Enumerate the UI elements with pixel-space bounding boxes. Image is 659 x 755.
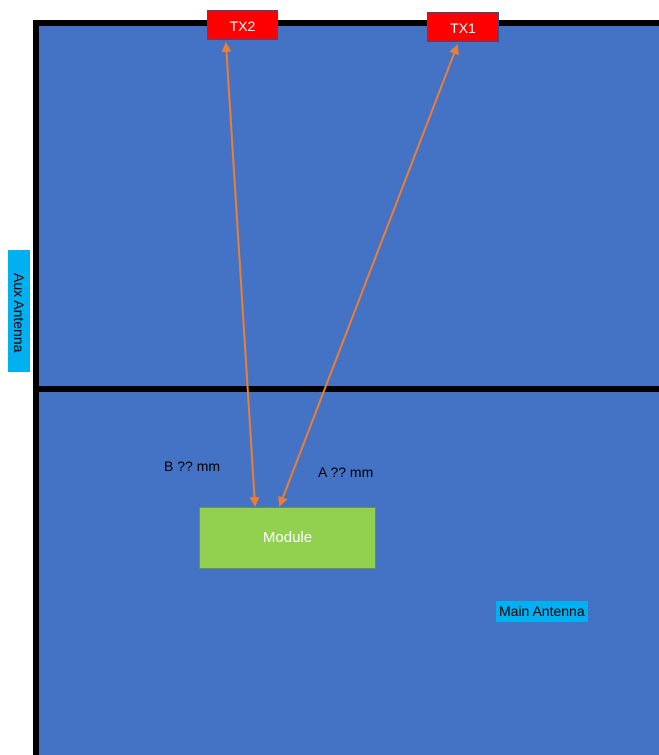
tx1-transmitter: TX1 bbox=[427, 12, 499, 42]
distance-a-label: A ?? mm bbox=[318, 464, 374, 480]
tx2-transmitter: TX2 bbox=[207, 10, 278, 40]
upper-board-region bbox=[33, 20, 659, 390]
distance-b-label: B ?? mm bbox=[164, 458, 221, 474]
aux-antenna-label: Aux Antenna bbox=[8, 250, 30, 372]
lower-board-region bbox=[33, 388, 659, 755]
module-box: Module bbox=[199, 507, 376, 569]
main-antenna-label: Main Antenna bbox=[496, 601, 588, 622]
